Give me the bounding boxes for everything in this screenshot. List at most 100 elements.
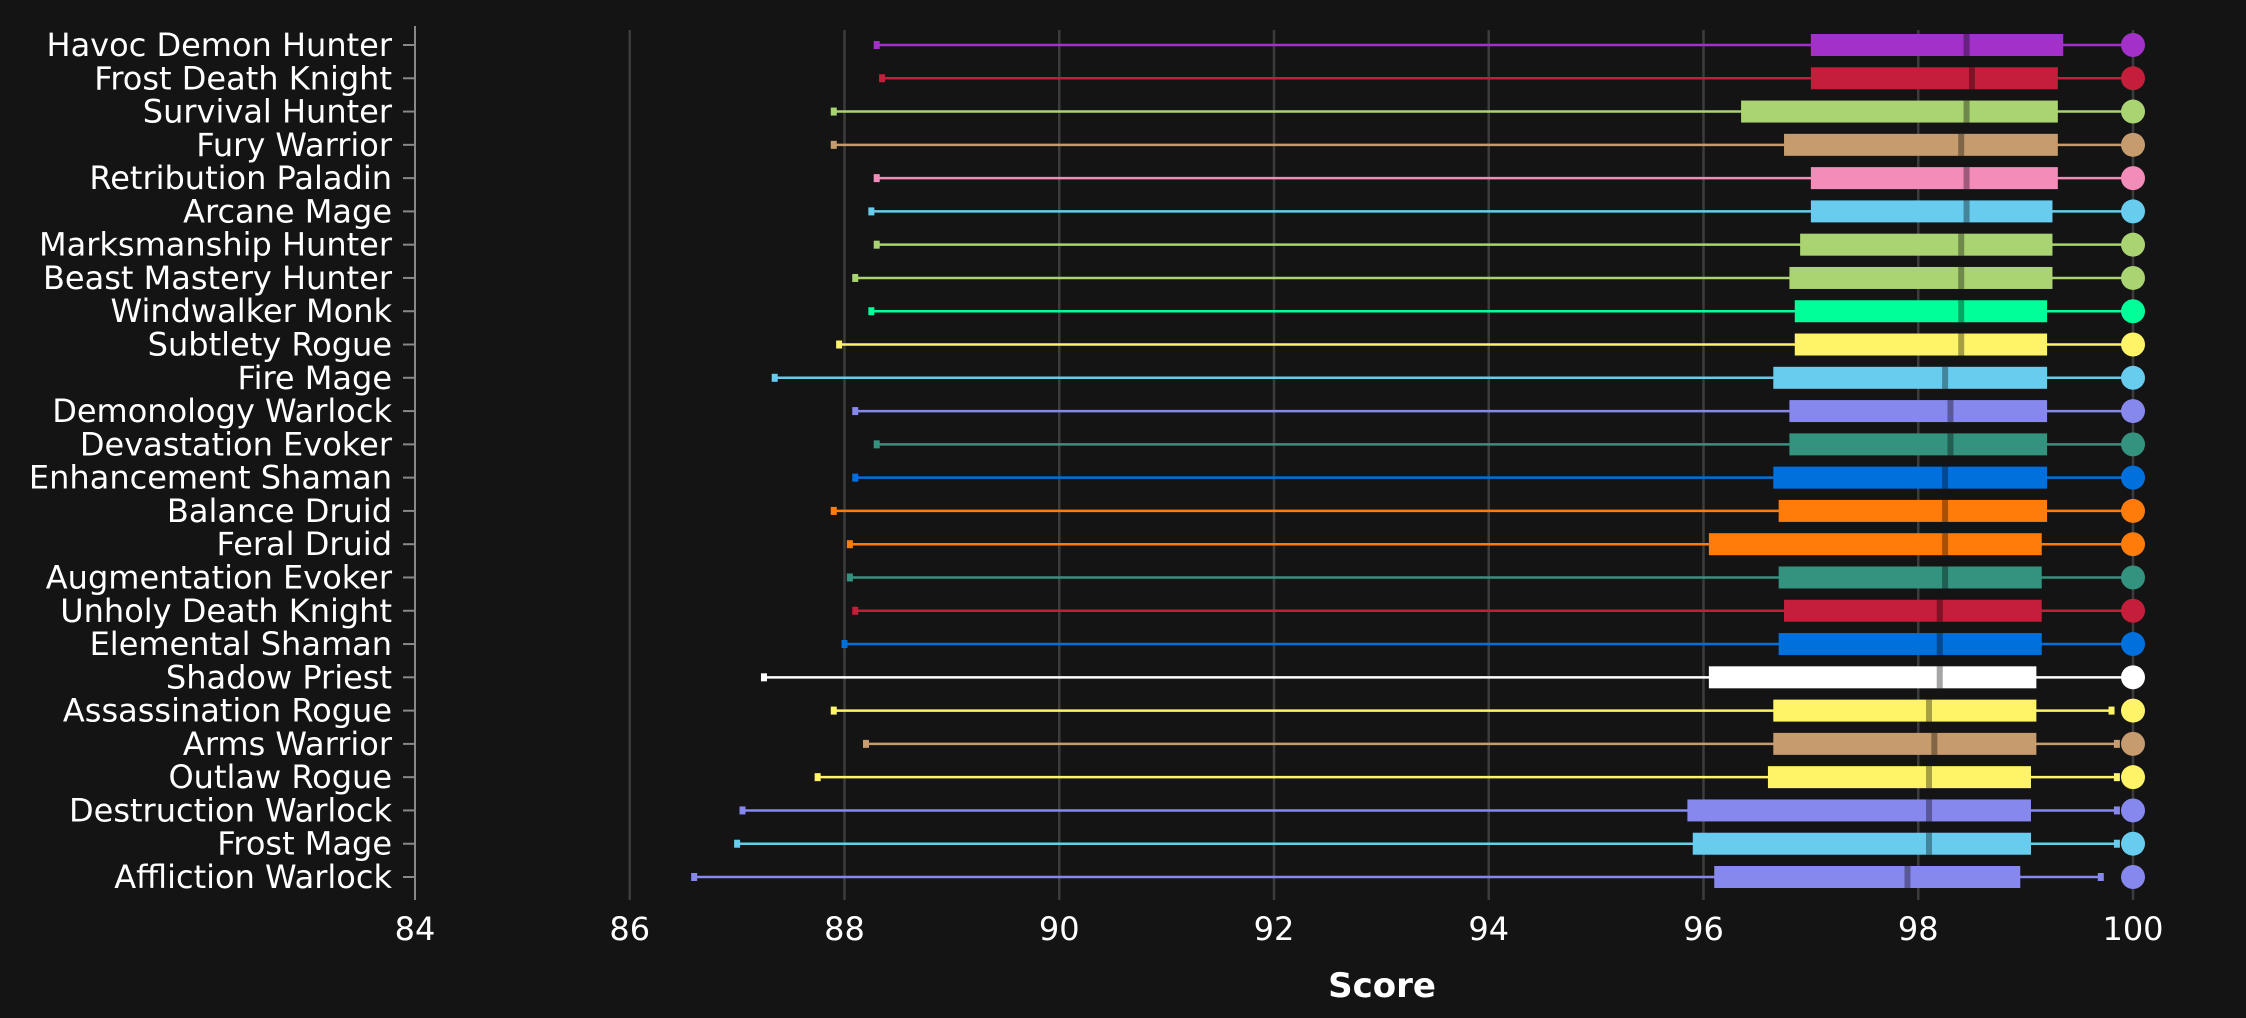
category-label: Fire Mage — [238, 359, 393, 397]
box-row — [814, 765, 2145, 790]
category-label: Balance Druid — [167, 492, 392, 530]
box-row — [852, 598, 2145, 623]
max-score-dot — [2121, 465, 2145, 490]
max-score-dot — [2121, 831, 2145, 856]
iqr-box — [1810, 200, 2053, 223]
iqr-box — [1692, 832, 2031, 855]
x-axis: 84 86 88 90 92 94 96 98 100 — [395, 910, 2164, 948]
x-tick-label: 92 — [1254, 910, 1295, 948]
whisker-min-cap — [841, 640, 848, 649]
box-row — [868, 299, 2145, 324]
median-mark — [1925, 799, 1932, 822]
max-score-dot — [2121, 498, 2145, 523]
median-mark — [1958, 266, 1965, 289]
max-score-dot — [2121, 865, 2145, 889]
max-score-dot — [2121, 99, 2145, 124]
iqr-box — [1794, 300, 2048, 323]
whisker-max-cap — [2108, 706, 2115, 715]
box-row — [760, 665, 2145, 690]
category-label: Arms Warrior — [183, 725, 393, 763]
iqr-box — [1778, 633, 2042, 656]
whisker-min-cap — [734, 839, 741, 848]
box-row — [879, 66, 2145, 91]
median-mark — [1963, 34, 1970, 56]
median-mark — [1925, 699, 1932, 722]
median-mark — [1963, 167, 1970, 190]
box-row — [771, 365, 2145, 390]
iqr-box — [1810, 67, 2058, 90]
iqr-box — [1714, 866, 2021, 888]
category-label: Subtlety Rogue — [148, 326, 392, 364]
median-mark — [1942, 566, 1949, 589]
median-mark — [1958, 233, 1965, 256]
iqr-box — [1773, 466, 2048, 489]
median-mark — [1947, 400, 1954, 423]
iqr-box — [1810, 34, 2064, 56]
median-mark — [1942, 533, 1949, 556]
category-label: Augmentation Evoker — [46, 558, 393, 596]
max-score-dot — [2121, 199, 2145, 224]
whisker-min-cap — [873, 440, 880, 449]
median-mark — [1947, 433, 1954, 456]
box-row — [852, 465, 2145, 490]
box-row — [734, 831, 2145, 856]
box-row — [846, 532, 2145, 557]
median-mark — [1925, 832, 1932, 855]
category-label: Shadow Priest — [166, 658, 392, 696]
whisker-min-cap — [852, 273, 859, 282]
whisker-min-cap — [873, 41, 880, 49]
whisker-min-cap — [852, 407, 859, 416]
category-label: Outlaw Rogue — [168, 758, 392, 796]
median-mark — [1936, 599, 1943, 622]
iqr-box — [1687, 799, 2031, 822]
category-label: Survival Hunter — [143, 93, 393, 131]
box-row — [691, 865, 2145, 889]
category-label: Marksmanship Hunter — [39, 226, 393, 264]
whisker-min-cap — [739, 806, 746, 815]
iqr-box — [1784, 133, 2058, 156]
whisker-max-cap — [2097, 873, 2104, 881]
whisker-min-cap — [691, 873, 698, 881]
category-label: Enhancement Shaman — [29, 459, 392, 497]
box-row — [830, 132, 2145, 157]
iqr-box — [1767, 766, 2031, 789]
category-label: Unholy Death Knight — [60, 592, 392, 630]
iqr-box — [1773, 699, 2037, 722]
iqr-box — [1789, 400, 2048, 423]
max-score-dot — [2121, 33, 2145, 57]
iqr-box — [1773, 732, 2037, 755]
x-tick-label: 84 — [395, 910, 436, 948]
max-score-dot — [2121, 365, 2145, 390]
median-mark — [1942, 499, 1949, 522]
median-mark — [1958, 300, 1965, 323]
max-score-dot — [2121, 798, 2145, 823]
whisker-min-cap — [852, 473, 859, 482]
max-score-dot — [2121, 132, 2145, 157]
max-score-dot — [2121, 299, 2145, 324]
median-mark — [1958, 333, 1965, 356]
max-score-dot — [2121, 399, 2145, 424]
whisker-min-cap — [862, 739, 869, 748]
category-label: Affliction Warlock — [114, 858, 392, 896]
x-tick-label: 94 — [1468, 910, 1509, 948]
category-label: Destruction Warlock — [69, 791, 392, 829]
x-tick-label: 88 — [824, 910, 865, 948]
median-mark — [1925, 766, 1932, 789]
box-row — [873, 166, 2145, 191]
whisker-min-cap — [830, 140, 837, 149]
whisker-max-cap — [2113, 773, 2120, 782]
category-label: Demonology Warlock — [52, 392, 392, 430]
box-row — [836, 332, 2145, 357]
whisker-min-cap — [846, 540, 853, 549]
category-label: Frost Death Knight — [94, 59, 392, 97]
whisker-min-cap — [830, 706, 837, 715]
max-score-dot — [2121, 698, 2145, 723]
whisker-min-cap — [879, 74, 886, 83]
category-label: Havoc Demon Hunter — [47, 26, 393, 64]
max-score-dot — [2121, 632, 2145, 657]
max-score-dot — [2121, 332, 2145, 357]
iqr-box — [1741, 100, 2058, 123]
whisker-min-cap — [852, 606, 859, 615]
max-score-dot — [2121, 66, 2145, 91]
